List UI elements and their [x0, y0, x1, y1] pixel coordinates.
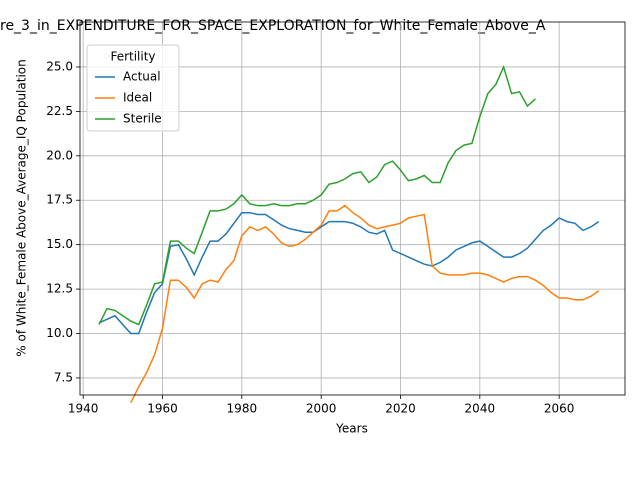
y-axis-label: % of White_Female Above_Average_IQ Popul… — [15, 59, 29, 356]
y-tick-label: 7.5 — [54, 370, 73, 384]
x-tick-label: 2020 — [385, 402, 416, 416]
x-tick-label: 1980 — [227, 402, 258, 416]
y-tick-label: 10.0 — [46, 326, 73, 340]
x-tick-label: 1940 — [68, 402, 99, 416]
legend-box — [86, 44, 180, 132]
legend-label: Actual — [123, 70, 161, 84]
y-tick-label: 22.5 — [46, 104, 73, 118]
legend-label: Ideal — [123, 91, 152, 105]
line-series — [98, 64, 536, 326]
x-tick-label: 1960 — [147, 402, 178, 416]
y-tick-label: 17.5 — [46, 193, 73, 207]
line-series — [130, 204, 600, 404]
y-tick-label: 25.0 — [46, 59, 73, 73]
plot-frame — [79, 21, 626, 396]
line-series — [98, 211, 600, 335]
x-tick-label: 2000 — [306, 402, 337, 416]
y-tick-label: 15.0 — [46, 237, 73, 251]
y-tick-label: 20.0 — [46, 148, 73, 162]
legend-title: Fertility — [110, 50, 155, 64]
x-tick-label: 2060 — [544, 402, 575, 416]
legend-label: Sterile — [123, 112, 162, 126]
x-tick-label: 2040 — [465, 402, 496, 416]
x-axis-label: Years — [335, 422, 368, 436]
chart-title: re_3_in_EXPENDITURE_FOR_SPACE_EXPLORATIO… — [0, 18, 546, 34]
y-tick-label: 12.5 — [46, 282, 73, 296]
